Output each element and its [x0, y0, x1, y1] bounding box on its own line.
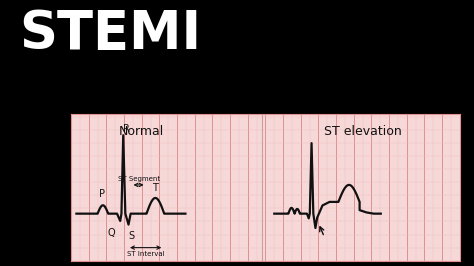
Text: ST Interval: ST Interval: [127, 251, 164, 257]
Text: Q: Q: [108, 228, 116, 238]
Text: R: R: [123, 124, 130, 134]
Text: STEMI: STEMI: [19, 8, 201, 60]
Text: S: S: [128, 231, 135, 242]
Text: ST Segment: ST Segment: [118, 176, 160, 182]
Text: T: T: [153, 183, 158, 193]
Text: ST elevation: ST elevation: [324, 125, 401, 138]
Text: P: P: [99, 189, 105, 198]
Text: Normal: Normal: [119, 125, 164, 138]
